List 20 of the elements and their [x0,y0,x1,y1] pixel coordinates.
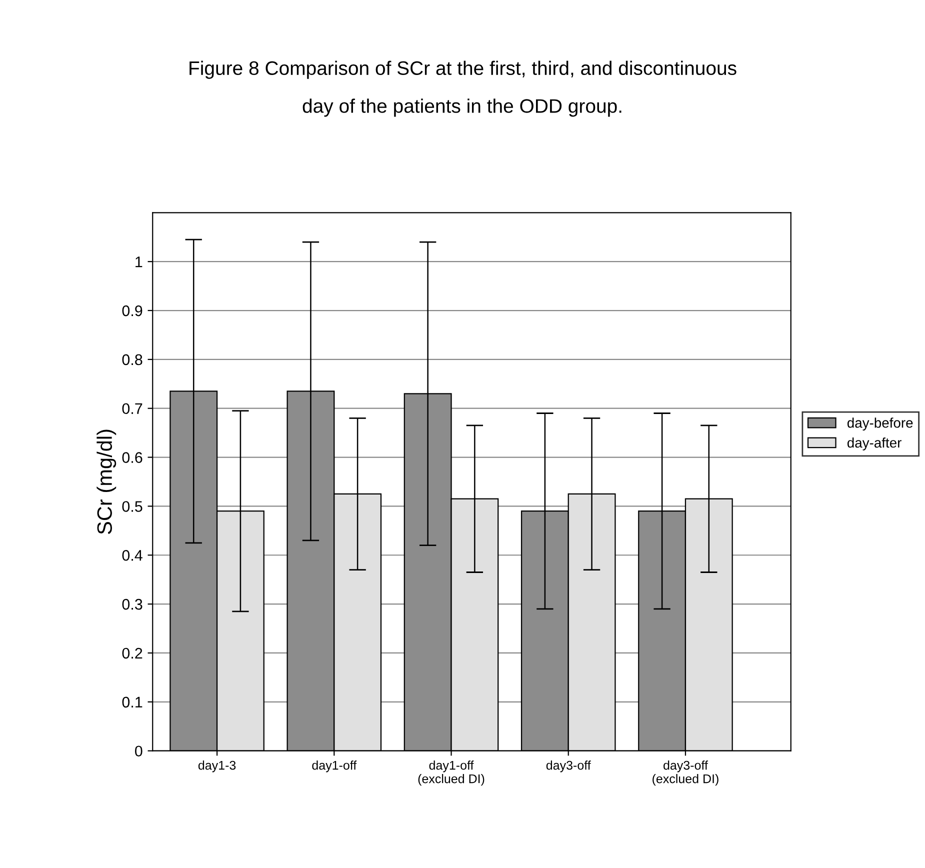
y-tick-label: 0.1 [122,696,142,708]
y-tick-label: 1 [136,256,142,268]
y-tick-label: 0.8 [122,354,142,366]
y-tick-label: 0.5 [122,501,142,512]
y-tick-label: 0.4 [122,550,142,561]
legend-label: day-after [847,437,902,450]
y-tick-label: 0.9 [122,305,142,316]
chart-title: Figure 8 Comparison of SCr at the first, third, and discontinuous day of the patients in the ODD group. [190,60,736,117]
legend-label: day-before [847,418,913,431]
x-tick-label: day1-off (exclued DI) [418,760,484,786]
y-tick-label: 0.2 [122,648,142,659]
x-tick-label: day3-off [546,760,591,772]
y-tick-label: 0 [135,746,142,757]
x-tick-label: day3-off (exclued DI) [652,760,718,786]
y-axis-title: SCr (mg/dl) [96,430,116,534]
y-tick-label: 0.6 [122,452,142,463]
y-tick-label: 0.7 [122,403,142,414]
x-tick-label: day1-off [312,760,357,772]
x-tick-label: day1-3 [198,760,236,772]
y-tick-label: 0.3 [122,598,142,610]
